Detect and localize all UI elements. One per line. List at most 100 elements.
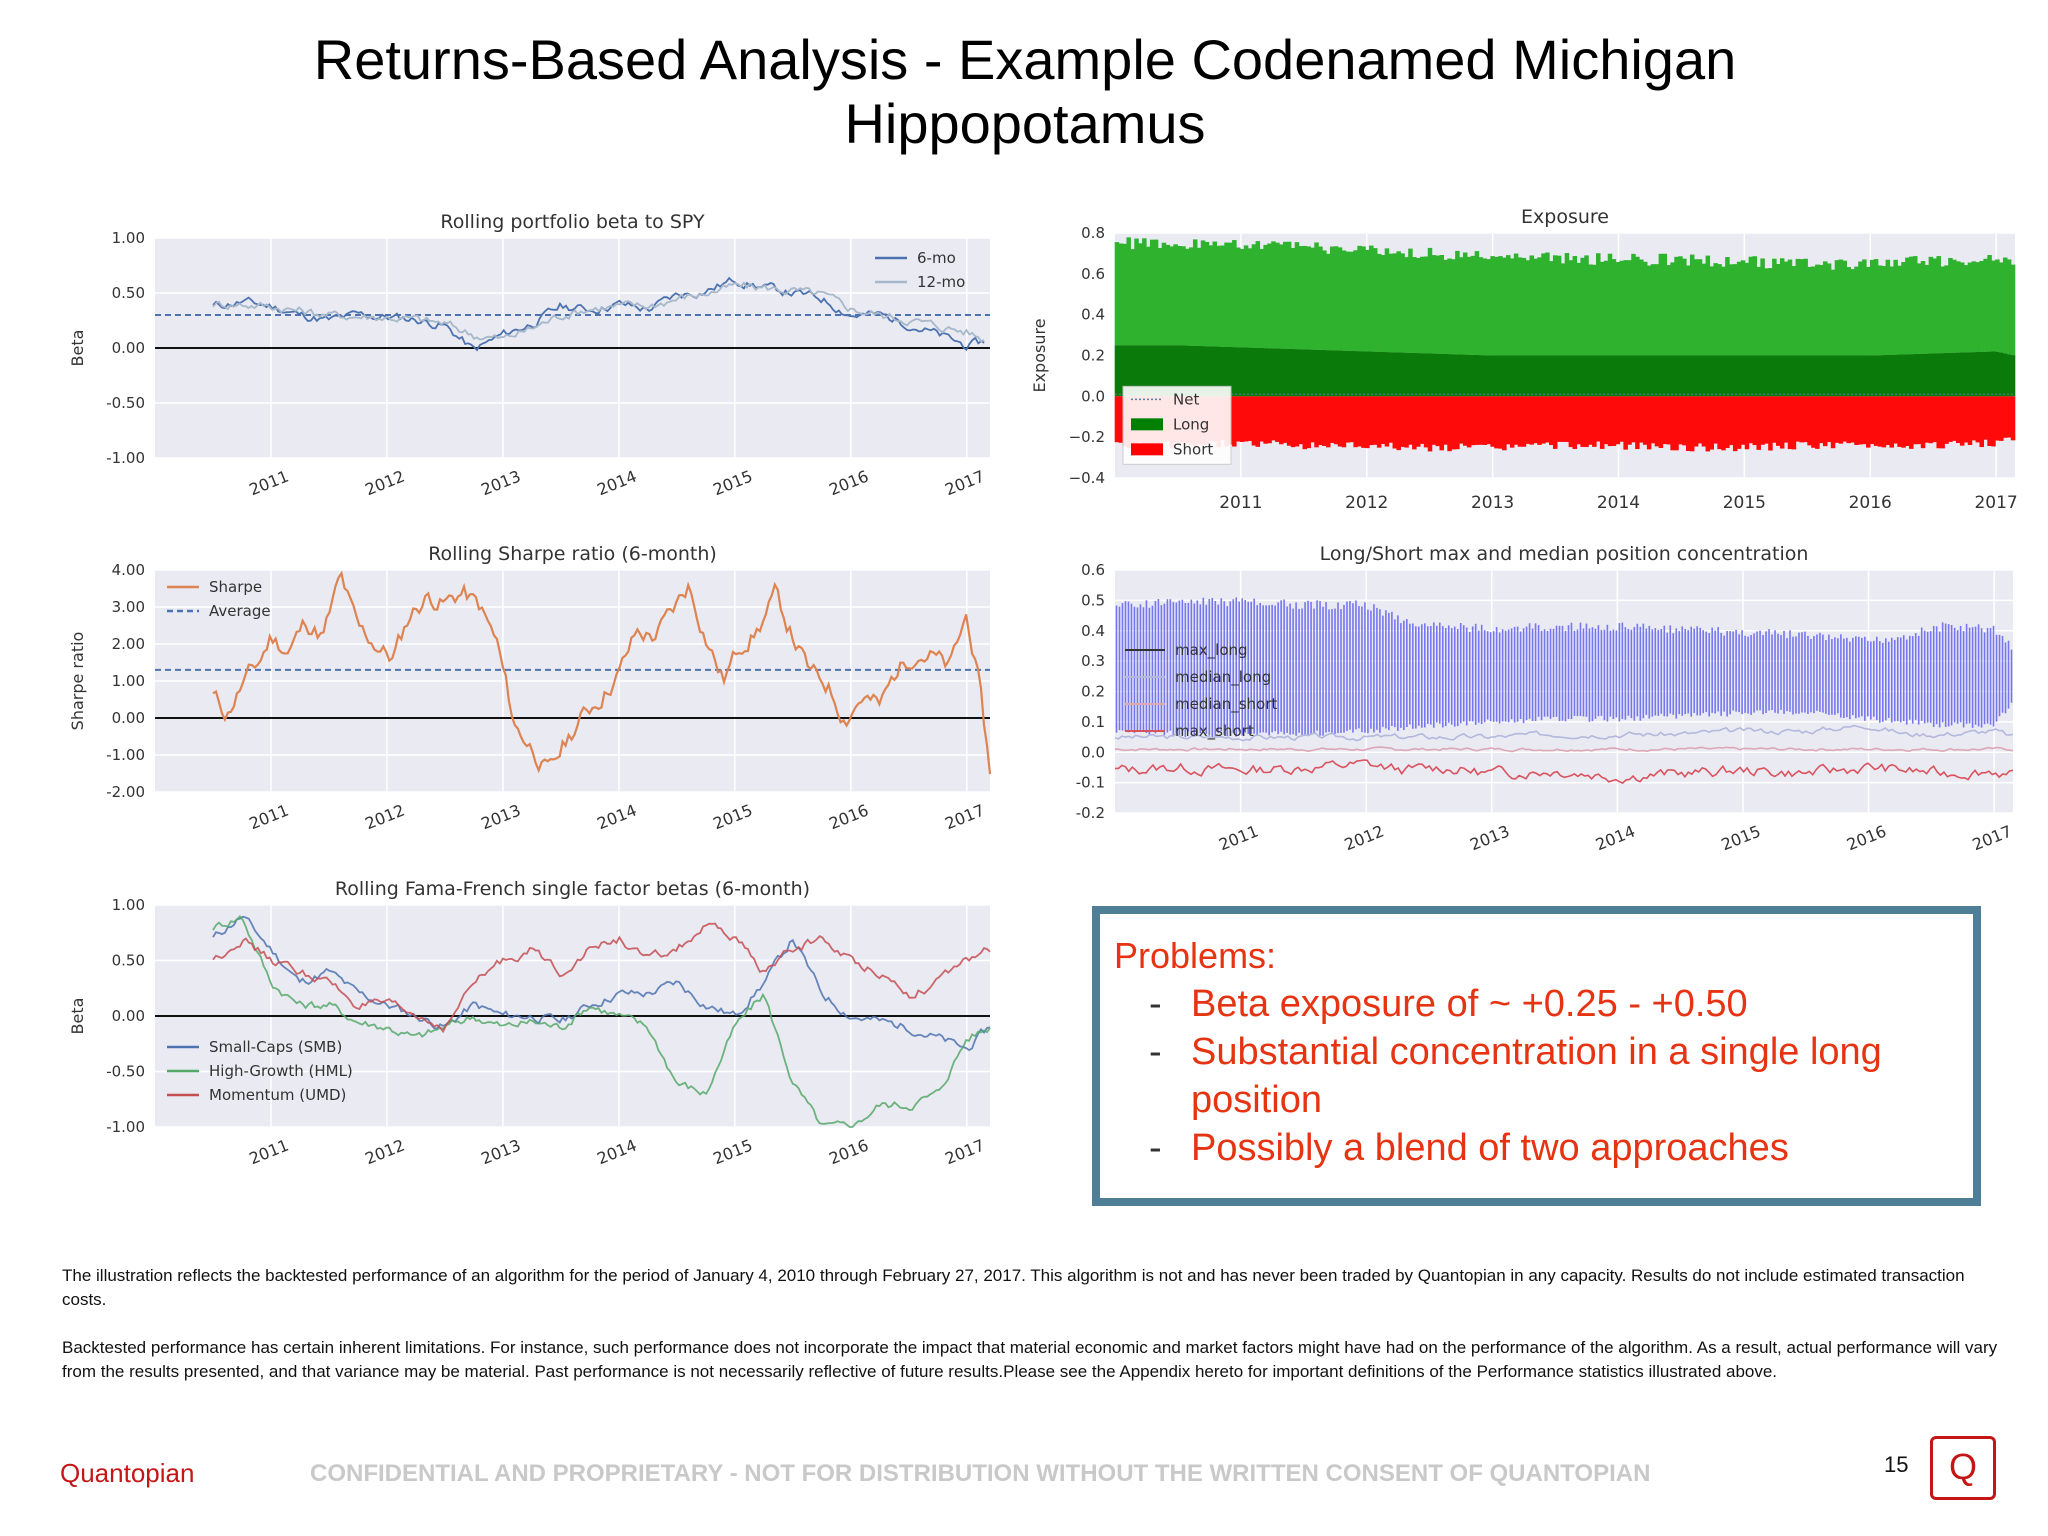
short-bar [1412,396,1417,450]
long-bar [1650,355,1656,397]
short-bar [2002,396,2008,438]
long-bar [1146,345,1151,397]
long-bar [2002,353,2008,397]
short-bar [1819,396,1824,444]
short-bar [1666,396,1671,445]
long-bar [1678,256,1683,356]
long-bar [1811,355,1816,397]
slide-title: Returns-Based Analysis - Example Codenam… [313,28,1737,155]
series-line [212,915,991,1128]
y-tick-label: 0.2 [1081,347,1105,365]
long-bar [1345,350,1351,397]
long-bar [1462,354,1468,397]
long-bar [1259,248,1264,349]
short-bar [1447,396,1452,452]
legend-label: 6-mo [917,249,956,267]
long-bar [1615,262,1621,356]
long-bar [1642,355,1648,397]
long-bar [1787,355,1793,397]
long-bar [1204,346,1210,397]
long-bar [1357,351,1362,397]
short-bar [1850,396,1855,443]
short-bar [1952,396,1957,441]
long-bar [1416,353,1421,397]
short-bar [1462,396,1468,446]
short-bar [1372,396,1378,445]
long-bar [1196,247,1202,346]
long-bar [1294,242,1300,350]
long-bar [1177,345,1182,397]
long-bar [1995,351,2000,397]
long-bar [2006,259,2012,355]
short-bar [1580,396,1585,447]
long-bar [1552,255,1558,356]
chart-title: Long/Short max and median position conce… [1320,543,1809,565]
long-bar [1572,355,1578,397]
long-bar [1572,256,1578,356]
short-bar [1854,396,1859,446]
long-bar [1795,258,1801,356]
y-tick-label: 0.4 [1081,306,1105,324]
short-bar [1748,396,1754,444]
short-bar [1768,396,1773,451]
long-bar [1494,355,1499,397]
long-bar [1149,345,1155,397]
long-bar [1130,345,1135,397]
y-tick-label: 0.0 [1081,387,1105,405]
long-bar [1615,355,1621,397]
long-bar [1752,355,1758,397]
y-tick-label: 1.00 [112,229,145,247]
long-bar [1963,265,1969,353]
short-bar [1236,396,1241,442]
short-bar [1709,396,1714,450]
long-bar [1803,258,1808,356]
short-bar [1431,396,1437,445]
short-bar [1318,396,1323,446]
long-bar [1290,247,1296,350]
short-bar [1764,396,1769,444]
long-bar [1862,259,1867,356]
long-bar [1232,240,1237,348]
short-bar [1337,396,1343,447]
long-bar [1286,348,1292,397]
long-bar [1349,350,1354,397]
long-bar [1662,355,1668,397]
long-bar [1298,246,1304,350]
long-bar [1991,351,1996,397]
long-bar [1357,245,1362,352]
long-bar [1909,256,1914,355]
y-tick-label: 0.8 [1081,224,1105,242]
short-bar [1423,396,1429,448]
long-bar [1646,355,1652,397]
long-bar [1541,355,1546,397]
long-bar [1263,244,1268,349]
y-tick-label: -0.2 [1076,804,1105,822]
long-bar [1192,239,1198,346]
short-bar [1310,396,1315,443]
short-bar [1987,396,1992,446]
x-tick-label: 2017 [942,466,987,499]
long-bar [1772,258,1777,356]
short-bar [1920,396,1926,449]
x-tick-label: 2017 [1974,493,2017,513]
long-bar [1486,355,1491,397]
long-bar [1506,255,1511,356]
long-bar [1627,355,1632,397]
long-bar [1693,259,1699,356]
long-bar [1384,352,1390,397]
long-bar [1200,240,1206,347]
long-bar [1631,253,1636,356]
quantopian-logo-icon: Q [1930,1436,1996,1500]
long-bar [1584,355,1589,397]
long-bar [1948,257,1953,353]
short-bar [1991,396,1996,447]
short-bar [1615,396,1621,445]
max-long-bars [1115,597,2013,738]
disclaimer-2: Backtested performance has certain inher… [62,1338,1998,1381]
short-bar [1912,396,1918,445]
long-bar [1435,353,1441,397]
short-bar [1541,396,1546,444]
long-bar [1267,348,1272,397]
long-bar [1819,264,1824,356]
long-bar [1952,259,1957,353]
